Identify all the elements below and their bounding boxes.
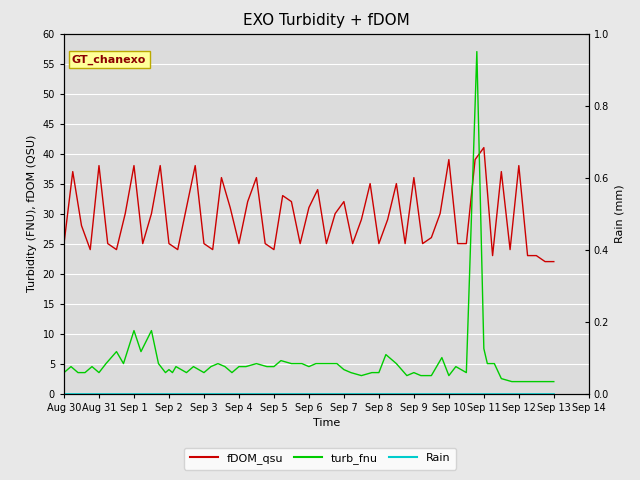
turb_fnu [508,379,516,384]
X-axis label: Time: Time [313,418,340,428]
Line: turb_fnu: turb_fnu [64,51,554,382]
fDOM_qsu [480,144,488,150]
fDOM_qsu [541,259,549,264]
Legend: fDOM_qsu, turb_fnu, Rain: fDOM_qsu, turb_fnu, Rain [184,448,456,469]
Y-axis label: Rain (mm): Rain (mm) [614,184,625,243]
fDOM_qsu [77,223,85,228]
Text: GT_chanexo: GT_chanexo [72,54,147,65]
turb_fnu [182,370,190,375]
fDOM_qsu [86,247,94,252]
fDOM_qsu [401,240,409,247]
turb_fnu [137,348,145,354]
turb_fnu [207,364,215,370]
Line: fDOM_qsu: fDOM_qsu [64,147,554,262]
turb_fnu [473,48,481,54]
turb_fnu [200,370,208,375]
fDOM_qsu [392,180,400,186]
fDOM_qsu [550,259,557,264]
turb_fnu [60,370,68,375]
fDOM_qsu [191,163,199,168]
Y-axis label: Turbidity (FNU), fDOM (QSU): Turbidity (FNU), fDOM (QSU) [27,135,37,292]
turb_fnu [550,379,557,384]
Title: EXO Turbidity + fDOM: EXO Turbidity + fDOM [243,13,410,28]
turb_fnu [168,370,176,375]
turb_fnu [347,370,355,375]
fDOM_qsu [60,240,68,247]
fDOM_qsu [270,247,278,252]
